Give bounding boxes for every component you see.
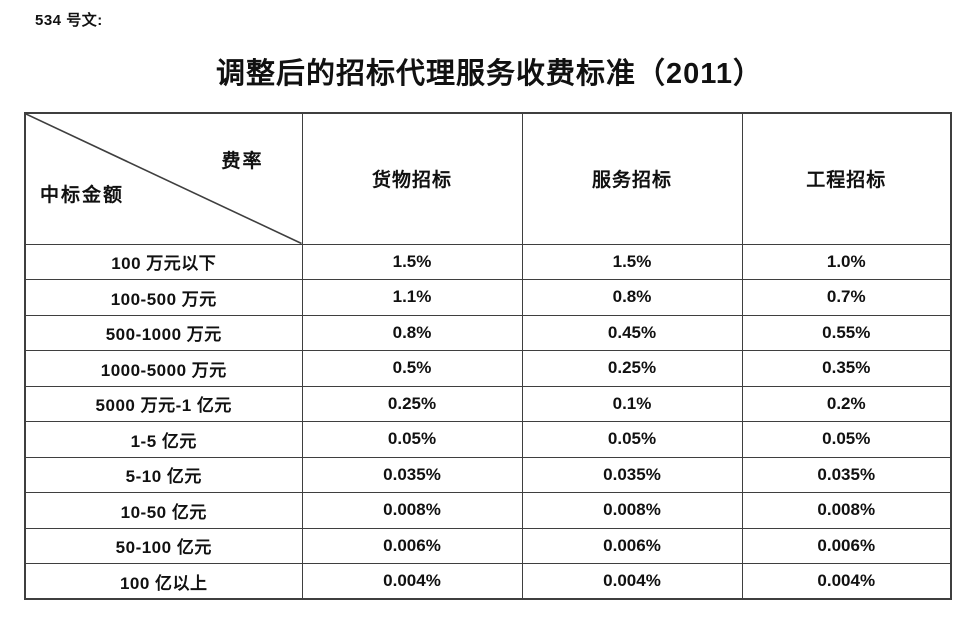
rate-value: 0.55% — [741, 314, 952, 351]
table-row: 5000 万元-1 亿元 0.25% 0.1% 0.2% — [24, 385, 952, 422]
row-label: 10-50 亿元 — [24, 492, 303, 529]
rate-value: 1.1% — [301, 279, 523, 316]
rate-value: 0.2% — [741, 385, 952, 422]
rate-value: 0.004% — [741, 563, 952, 600]
table-row: 10-50 亿元 0.008% 0.008% 0.008% — [24, 492, 952, 529]
table-row: 1-5 亿元 0.05% 0.05% 0.05% — [24, 421, 952, 458]
row-label: 5000 万元-1 亿元 — [24, 385, 303, 422]
column-header-engineering: 工程招标 — [741, 112, 952, 245]
row-label: 1000-5000 万元 — [24, 350, 303, 387]
table-row: 500-1000 万元 0.8% 0.45% 0.55% — [24, 314, 952, 351]
rate-value: 0.8% — [521, 279, 743, 316]
rate-value: 0.004% — [521, 563, 743, 600]
rate-value: 0.5% — [301, 350, 523, 387]
rate-value: 0.7% — [741, 279, 952, 316]
rate-value: 0.004% — [301, 563, 523, 600]
rate-value: 0.006% — [741, 527, 952, 564]
rate-value: 0.035% — [741, 456, 952, 493]
table-row: 50-100 亿元 0.006% 0.006% 0.006% — [24, 527, 952, 564]
table-row: 100-500 万元 1.1% 0.8% 0.7% — [24, 279, 952, 316]
row-label: 500-1000 万元 — [24, 314, 303, 351]
document-ref-number: 534 号文: — [35, 12, 103, 29]
rate-value: 0.45% — [521, 314, 743, 351]
rate-value: 0.006% — [301, 527, 523, 564]
rate-value: 0.8% — [301, 314, 523, 351]
column-header-goods: 货物招标 — [301, 112, 523, 245]
rate-value: 0.008% — [741, 492, 952, 529]
rate-value: 0.05% — [741, 421, 952, 458]
rate-value: 0.35% — [741, 350, 952, 387]
row-label: 100-500 万元 — [24, 279, 303, 316]
rate-value: 1.5% — [301, 243, 523, 280]
rate-value: 0.006% — [521, 527, 743, 564]
row-label: 100 亿以上 — [24, 563, 303, 600]
rate-value: 0.25% — [521, 350, 743, 387]
table-header-row: 费率 中标金额 货物招标 服务招标 工程招标 — [24, 112, 952, 245]
row-label: 100 万元以下 — [24, 243, 303, 280]
table-row: 5-10 亿元 0.035% 0.035% 0.035% — [24, 456, 952, 493]
rate-value: 0.008% — [301, 492, 523, 529]
corner-label-bid-amount: 中标金额 — [40, 185, 125, 206]
row-label: 1-5 亿元 — [24, 421, 303, 458]
row-label: 50-100 亿元 — [24, 527, 303, 564]
rate-value: 0.25% — [301, 385, 523, 422]
corner-label-rate: 费率 — [221, 151, 264, 172]
rate-value: 0.008% — [521, 492, 743, 529]
table-row: 100 万元以下 1.5% 1.5% 1.0% — [24, 243, 952, 280]
column-header-services: 服务招标 — [521, 112, 743, 245]
rate-value: 1.0% — [741, 243, 952, 280]
table-row: 100 亿以上 0.004% 0.004% 0.004% — [24, 563, 952, 600]
diagonal-divider-line — [26, 114, 302, 244]
rate-value: 0.035% — [301, 456, 523, 493]
rate-value: 0.05% — [521, 421, 743, 458]
row-label: 5-10 亿元 — [24, 456, 303, 493]
rate-value: 0.035% — [521, 456, 743, 493]
diagonal-corner-cell: 费率 中标金额 — [24, 112, 303, 245]
rate-value: 1.5% — [521, 243, 743, 280]
table-row: 1000-5000 万元 0.5% 0.25% 0.35% — [24, 350, 952, 387]
fee-rate-table: 费率 中标金额 货物招标 服务招标 工程招标 100 万元以下 1.5% 1.5… — [24, 112, 952, 600]
rate-value: 0.1% — [521, 385, 743, 422]
rate-value: 0.05% — [301, 421, 523, 458]
page-title: 调整后的招标代理服务收费标准（2011） — [216, 58, 763, 90]
